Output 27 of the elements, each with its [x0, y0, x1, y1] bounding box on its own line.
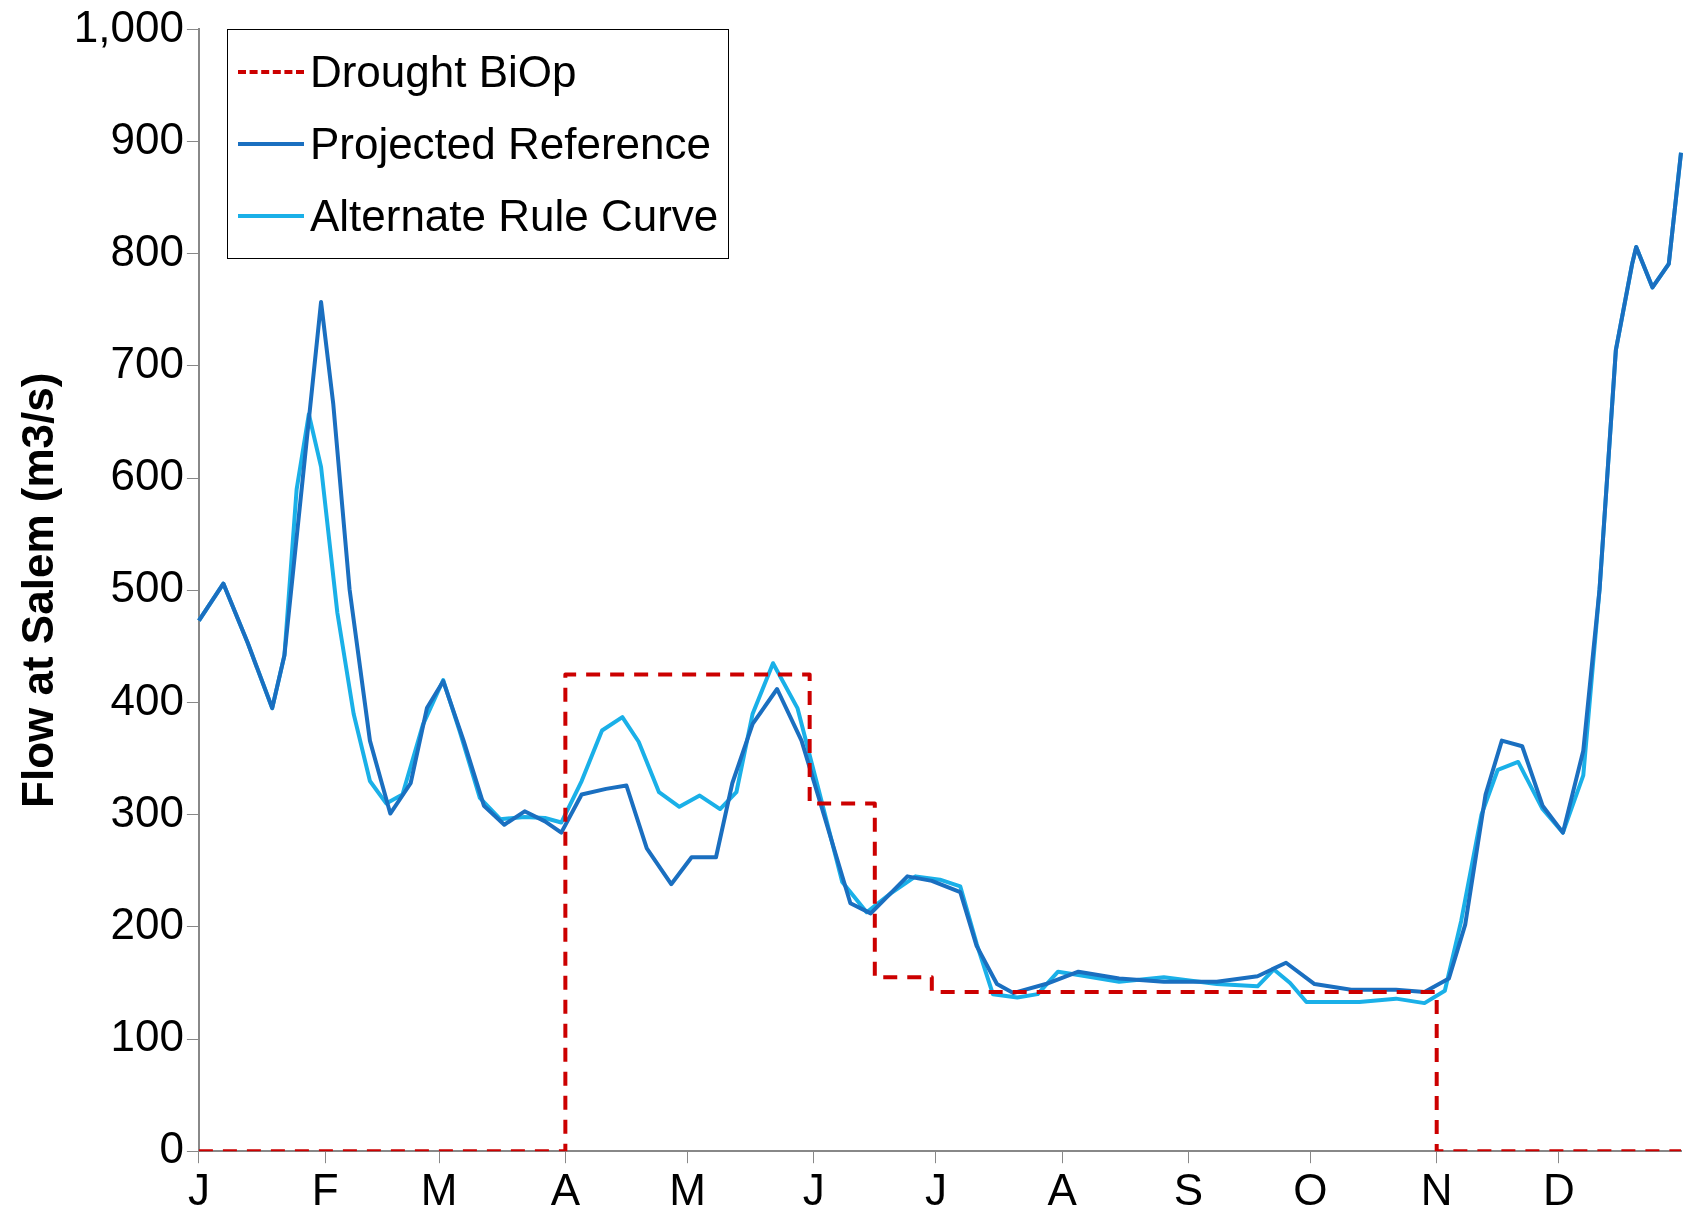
y-tick-label: 500 [110, 562, 184, 612]
x-tick-label: J [924, 1164, 947, 1214]
y-axis-title: Flow at Salem (m3/s) [12, 372, 62, 808]
y-tick-label: 400 [110, 674, 184, 724]
legend-label: Drought BiOp [309, 46, 577, 99]
x-tick-label: F [311, 1164, 339, 1214]
x-tick-label: D [1542, 1164, 1575, 1214]
x-tick-label: S [1173, 1164, 1204, 1214]
x-tick-label: O [1293, 1164, 1328, 1214]
legend-label: Projected Reference [309, 118, 712, 171]
y-tick-label: 100 [110, 1011, 184, 1061]
y-tick-label: 900 [110, 113, 184, 163]
y-tick-label: 700 [110, 338, 184, 388]
y-tick-label: 800 [110, 225, 184, 275]
y-tick-label: 600 [110, 450, 184, 500]
x-tick-label: J [187, 1164, 210, 1214]
y-tick-label: 200 [110, 898, 184, 948]
y-tick-label: 1,000 [73, 1, 184, 51]
x-tick-label: N [1420, 1164, 1453, 1214]
x-tick-label: J [802, 1164, 825, 1214]
y-tick-label: 0 [159, 1123, 184, 1173]
x-tick-label: A [1047, 1164, 1078, 1214]
legend-label: Alternate Rule Curve [309, 190, 719, 243]
x-tick-label: M [420, 1164, 458, 1214]
y-tick-label: 300 [110, 786, 184, 836]
x-tick-label: M [669, 1164, 706, 1214]
x-tick-label: A [550, 1164, 581, 1214]
